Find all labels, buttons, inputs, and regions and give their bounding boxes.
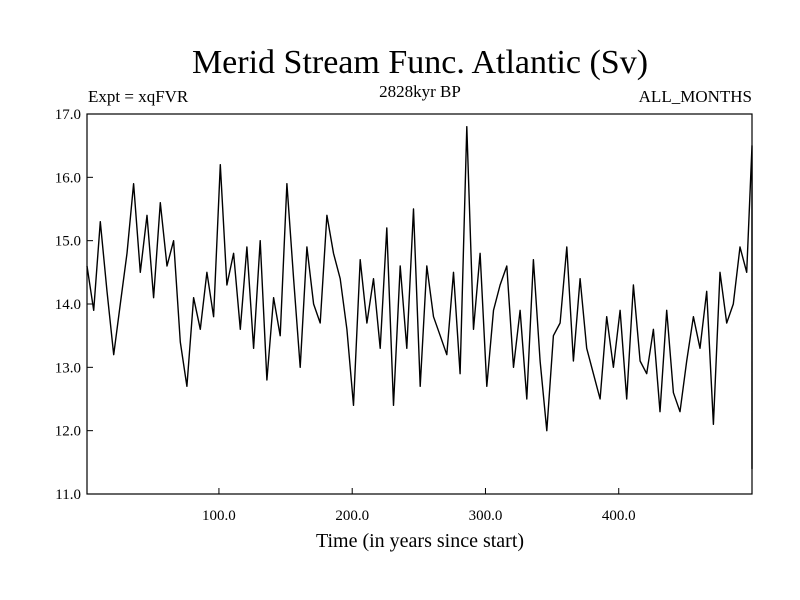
y-axis: 11.0 12.0 13.0 14.0 15.0 16.0 17.0 bbox=[55, 107, 93, 503]
x-tick-label: 100.0 bbox=[202, 508, 236, 524]
y-tick-label: 14.0 bbox=[55, 297, 81, 313]
period-label: 2828kyr BP bbox=[379, 82, 461, 101]
y-tick-label: 16.0 bbox=[55, 170, 81, 186]
plot-frame bbox=[86, 113, 753, 495]
y-tick-label: 13.0 bbox=[55, 360, 81, 376]
x-tick-label: 300.0 bbox=[469, 508, 503, 524]
y-tick-label: 11.0 bbox=[55, 487, 81, 503]
y-tick-label: 17.0 bbox=[55, 107, 81, 123]
x-axis-label: Time (in years since start) bbox=[316, 530, 524, 552]
experiment-label: Expt = xqFVR bbox=[88, 87, 189, 106]
x-tick-label: 400.0 bbox=[602, 508, 636, 524]
series-line bbox=[86, 126, 753, 470]
y-tick-label: 15.0 bbox=[55, 234, 81, 250]
x-tick-label: 200.0 bbox=[335, 508, 369, 524]
chart-title: Merid Stream Func. Atlantic (Sv) bbox=[192, 44, 648, 81]
x-axis: 100.0 200.0 300.0 400.0 bbox=[202, 488, 636, 524]
months-label: ALL_MONTHS bbox=[639, 87, 752, 106]
y-tick-label: 12.0 bbox=[55, 424, 81, 440]
